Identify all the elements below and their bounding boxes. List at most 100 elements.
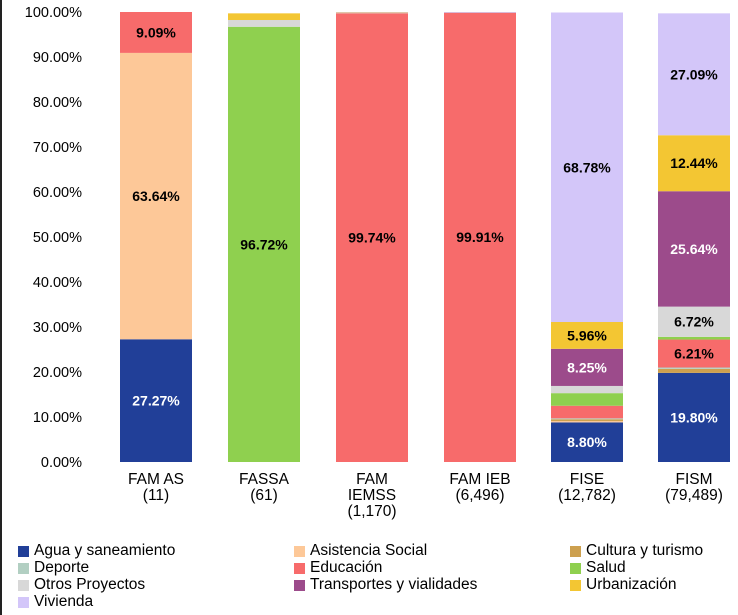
legend-item: Deporte: [18, 560, 89, 576]
y-tick-label: 10.00%: [33, 410, 82, 426]
legend-label: Urbanización: [586, 576, 677, 593]
legend-label: Asistencia Social: [310, 542, 428, 559]
x-tick-label: (12,782): [558, 487, 616, 504]
bar-segment: [551, 393, 623, 406]
legend-item: Otros Proyectos: [18, 577, 145, 593]
data-label: 9.09%: [136, 24, 176, 40]
legend-item: Urbanización: [570, 577, 676, 593]
data-label: 27.09%: [670, 66, 718, 82]
bar-segment: [551, 418, 623, 420]
legend-label: Vivienda: [34, 593, 94, 610]
legend-swatch: [18, 596, 29, 608]
y-tick-label: 20.00%: [33, 365, 82, 381]
bar-segment: [551, 419, 623, 422]
data-label: 27.27%: [132, 393, 180, 409]
bar-segment: [658, 336, 730, 340]
x-tick-label: FISE: [570, 471, 604, 488]
legend-swatch: [294, 562, 305, 574]
data-label: 19.80%: [670, 409, 718, 425]
frame-border: [0, 0, 2, 615]
bar-segment: [120, 339, 192, 462]
bar-segment: [120, 12, 192, 53]
bar-segment: [658, 135, 730, 192]
bars: [120, 12, 730, 463]
bar-segment: [336, 12, 408, 13]
x-tick-label: (61): [250, 487, 278, 504]
x-tick-label: (79,489): [665, 487, 723, 504]
legend-label: Cultura y turismo: [586, 542, 704, 559]
data-label: 63.64%: [132, 188, 180, 204]
y-tick-label: 40.00%: [33, 275, 82, 291]
bar-segment: [658, 368, 730, 373]
x-tick-label: (1,170): [347, 503, 396, 520]
legend-item: Cultura y turismo: [570, 543, 703, 559]
y-tick-label: 90.00%: [33, 50, 82, 66]
stacked-bar-chart: 0.00% 10.00% 20.00% 30.00% 40.00% 50.00% 60.00…: [25, 5, 730, 520]
bar-segment: [228, 13, 300, 21]
data-label: 8.25%: [567, 359, 607, 375]
x-tick-label: FAM IEB: [449, 471, 510, 488]
x-tick-label: FAM AS: [128, 471, 184, 488]
data-label: 12.44%: [670, 155, 718, 171]
x-tick-label: FASSA: [239, 471, 290, 488]
data-label: 6.21%: [674, 346, 714, 362]
legend-label: Deporte: [34, 559, 90, 576]
bar-segment: [658, 367, 730, 369]
bar-segment: [551, 385, 623, 394]
data-label: 96.72%: [240, 236, 288, 252]
legend-swatch: [570, 545, 581, 557]
legend-swatch: [294, 545, 305, 557]
bar-segment: [551, 322, 623, 349]
bar-segment: [120, 52, 192, 340]
data-label: 68.78%: [563, 159, 611, 175]
bar-segment: [658, 306, 730, 337]
y-tick-label: 80.00%: [33, 95, 82, 111]
legend-swatch: [18, 579, 29, 591]
bar-segment: [658, 372, 730, 462]
legend-item: Agua y saneamiento: [18, 543, 175, 559]
legend-item: Vivienda: [18, 594, 93, 610]
data-label: 8.80%: [567, 434, 607, 450]
bar-segment: [658, 191, 730, 307]
bar-segment: [551, 422, 623, 462]
legend-label: Agua y saneamiento: [34, 542, 176, 559]
legend-swatch: [294, 579, 305, 591]
x-tick-label: FAM: [356, 471, 388, 488]
legend-label: Educación: [310, 559, 383, 576]
legend-label: Salud: [586, 559, 626, 576]
legend-label: Otros Proyectos: [34, 576, 146, 593]
legend-item: Educación: [294, 560, 382, 576]
legend-item: Asistencia Social: [294, 543, 427, 559]
data-label: 99.91%: [456, 229, 504, 245]
legend: Agua y saneamiento Asistencia Social Cultu…: [0, 543, 738, 613]
bar-segment: [444, 12, 516, 463]
legend-item: Salud: [570, 560, 626, 576]
bar-segment: [551, 421, 623, 423]
bar-segment: [551, 12, 623, 323]
bar-segment: [228, 20, 300, 27]
legend-swatch: [570, 562, 581, 574]
y-tick-label: 60.00%: [33, 185, 82, 201]
bar-segment: [336, 12, 408, 14]
bar-segment: [551, 405, 623, 419]
y-axis-ticks: 0.00% 10.00% 20.00% 30.00% 40.00% 50.00% 60.00…: [25, 5, 82, 471]
x-tick-label: (11): [143, 487, 169, 504]
bar-segment: [658, 339, 730, 368]
x-tick-label: IEMSS: [348, 487, 396, 504]
x-tick-label: (6,496): [455, 487, 504, 504]
data-label: 99.74%: [348, 230, 396, 246]
legend-item: Transportes y vialidades: [294, 577, 477, 593]
x-tick-label: FISM: [675, 471, 712, 488]
y-tick-label: 0.00%: [41, 455, 82, 471]
data-label: 5.96%: [567, 327, 607, 343]
data-label: 6.72%: [674, 314, 714, 330]
y-tick-label: 70.00%: [33, 140, 82, 156]
bar-segment: [336, 13, 408, 462]
data-label: 25.64%: [670, 241, 718, 257]
bar-segment: [444, 12, 516, 13]
legend-swatch: [18, 562, 29, 574]
bar-segment: [658, 13, 730, 136]
bar-segment: [551, 348, 623, 386]
